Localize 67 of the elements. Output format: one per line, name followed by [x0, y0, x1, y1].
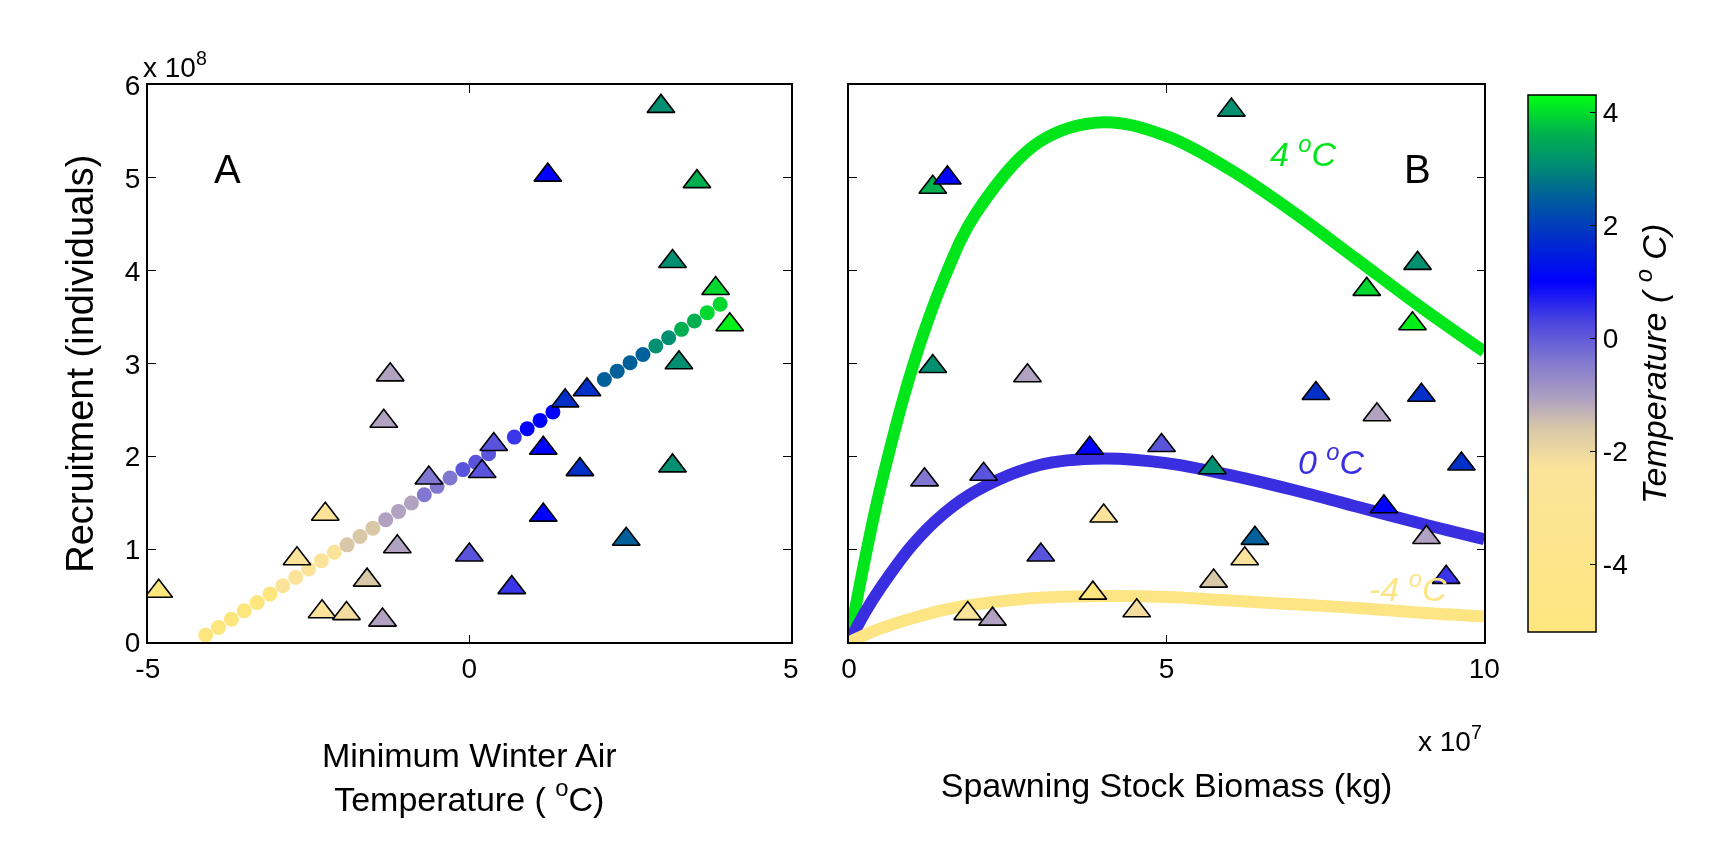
annotation: 0 $^{o}$C — [1298, 438, 1365, 482]
point — [699, 305, 715, 321]
point — [622, 355, 638, 371]
point — [262, 586, 278, 602]
x-axis-title: Minimum Winter Air Temperature ( $^{o}$C) — [321, 735, 617, 818]
point — [1301, 380, 1331, 401]
point — [313, 553, 329, 569]
x-axis-title: Spawning Stock Biomass (kg) — [940, 765, 1393, 804]
point — [339, 537, 355, 553]
point — [953, 600, 983, 621]
point — [918, 353, 948, 374]
point — [442, 470, 458, 486]
point — [378, 512, 394, 528]
point — [506, 429, 522, 445]
color-bar-label: -4 — [1602, 549, 1628, 581]
point — [1240, 525, 1270, 546]
y-tick-label: 6 — [124, 69, 141, 101]
x-tick-label: 0 — [461, 652, 478, 684]
color-bar-label: 2 — [1602, 210, 1619, 242]
y-tick-label: 3 — [124, 348, 141, 380]
y-tick-label: 5 — [124, 162, 141, 194]
y-tick-label: 2 — [124, 441, 141, 473]
point — [532, 412, 548, 428]
annotation: 4 $^{o}$C — [1270, 130, 1337, 174]
point — [635, 346, 651, 362]
point — [455, 462, 471, 478]
annotation: A — [214, 147, 241, 191]
point — [403, 495, 419, 511]
color-bar-label: 0 — [1602, 323, 1619, 355]
point — [365, 520, 381, 536]
point — [1230, 545, 1260, 566]
annotation: B — [1404, 147, 1431, 191]
text: x 10$^{7}$ — [1418, 721, 1482, 757]
point — [249, 594, 265, 610]
point — [686, 313, 702, 329]
color-bar-label: 4 — [1602, 97, 1619, 129]
point — [288, 569, 304, 585]
point — [519, 421, 535, 437]
point — [391, 503, 407, 519]
point — [1369, 493, 1399, 514]
point — [674, 321, 690, 337]
x-tick-label: 5 — [1158, 652, 1175, 684]
point — [682, 168, 712, 189]
y-tick-label: 1 — [124, 534, 141, 566]
annotation: -4 $^{o}$C — [1369, 565, 1447, 609]
point — [1075, 435, 1105, 456]
text: x 10$^{8}$ — [143, 47, 207, 83]
point — [596, 372, 612, 387]
x-tick-label: 10 — [1468, 652, 1500, 684]
point — [416, 487, 432, 503]
point — [646, 93, 676, 114]
point — [1352, 276, 1382, 297]
y-axis-title: Recruitment (individuals) — [58, 154, 101, 573]
x-tick-label: 0 — [841, 652, 857, 684]
point — [352, 529, 368, 544]
point — [712, 296, 728, 312]
color-bar-label: -2 — [1602, 436, 1628, 468]
point — [326, 544, 342, 560]
point — [198, 627, 214, 643]
point — [236, 603, 252, 619]
point — [918, 174, 948, 195]
point — [609, 363, 625, 379]
point — [223, 611, 239, 627]
point — [211, 620, 227, 636]
point — [275, 578, 291, 594]
x-tick-label: 5 — [783, 652, 799, 684]
y-tick-label: 4 — [124, 255, 141, 287]
